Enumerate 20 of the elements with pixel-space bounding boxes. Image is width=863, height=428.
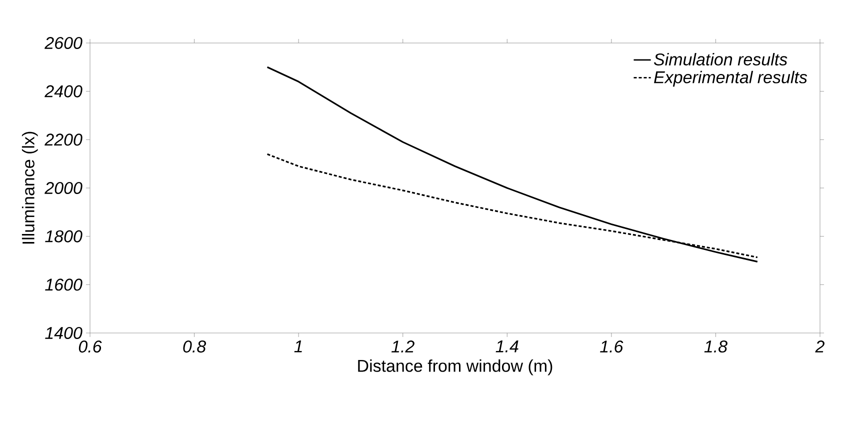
x-tick-label: 1.2	[391, 340, 414, 352]
y-tick-label: 2000	[44, 182, 82, 194]
x-tick-label: 1.6	[600, 340, 624, 353]
x-axis-title: Distance from window (m)	[358, 359, 552, 376]
y-tick-label: 1800	[45, 230, 82, 242]
x-tick-label: 1	[294, 340, 302, 352]
y-tick-label: 2400	[44, 85, 82, 98]
y-axis-title: Illuminance (lx)	[22, 132, 38, 244]
y-tick-label: 1600	[45, 278, 82, 291]
line-series	[266, 66, 758, 262]
legend-label: Experimental results	[654, 70, 808, 87]
x-tick-label: 1.8	[704, 340, 728, 353]
y-tick-label: 2200	[44, 134, 82, 146]
y-tick-label: 2600	[44, 36, 82, 50]
x-tick-label: 0.8	[183, 340, 206, 353]
legend-label: Simulation results	[654, 53, 788, 66]
x-tick-label: 0.6	[78, 340, 102, 353]
x-tick-label: 1.4	[496, 340, 518, 352]
x-tick-label: 2	[815, 340, 824, 352]
y-tick-label: 1400	[45, 326, 82, 340]
